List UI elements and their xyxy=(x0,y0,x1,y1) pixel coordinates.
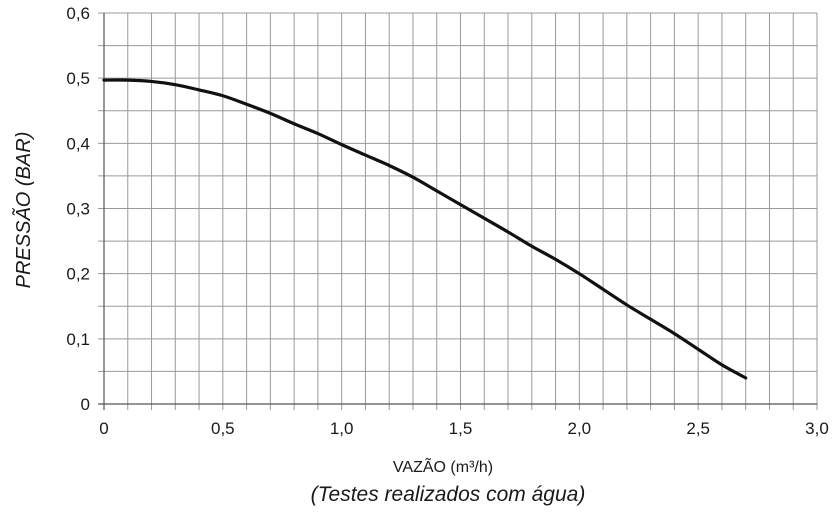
series-layer xyxy=(102,78,748,380)
x-tick-label: 0,5 xyxy=(211,419,235,438)
y-tick-label: 0,4 xyxy=(66,134,90,153)
chart-footnote: (Testes realizados com água) xyxy=(311,483,586,506)
axes xyxy=(98,13,817,410)
y-tick-labels: 0 0,1 0,2 0,3 0,4 0,5 0,6 xyxy=(66,4,90,414)
x-tick-labels: 0 0,5 1,0 1,5 2,0 2,5 3,0 xyxy=(99,419,829,438)
x-tick-label: 2,0 xyxy=(568,419,592,438)
x-tick-label: 1,0 xyxy=(330,419,354,438)
y-tick-label: 0,5 xyxy=(66,69,90,88)
x-axis-title: VAZÃO (m³/h) xyxy=(393,456,493,476)
pressure-curve-line xyxy=(102,78,748,380)
x-tick-label: 0 xyxy=(99,419,108,438)
y-axis-title: PRESSÃO (BAR) xyxy=(11,132,35,289)
y-tick-label: 0,3 xyxy=(66,200,90,219)
grid xyxy=(98,12,818,410)
y-tick-label: 0,1 xyxy=(66,330,90,349)
y-tick-label: 0 xyxy=(81,395,90,414)
x-tick-label: 2,5 xyxy=(686,419,710,438)
y-tick-label: 0,2 xyxy=(66,265,90,284)
x-tick-label: 3,0 xyxy=(805,419,829,438)
y-tick-label: 0,6 xyxy=(66,4,90,23)
x-tick-label: 1,5 xyxy=(449,419,473,438)
